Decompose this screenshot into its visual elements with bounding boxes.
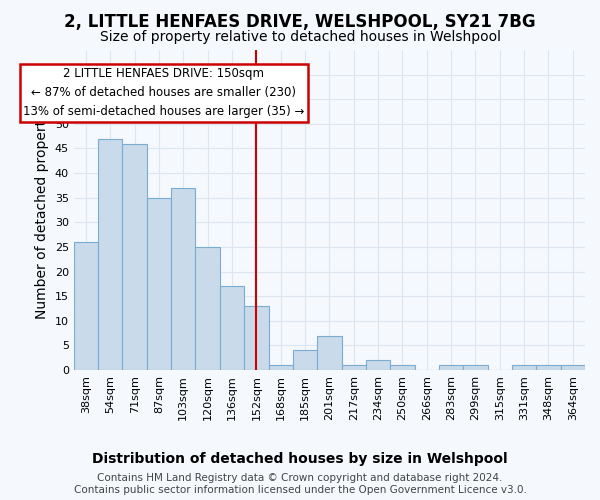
Bar [98, 138, 122, 370]
Bar [171, 188, 196, 370]
Bar [293, 350, 317, 370]
Bar [390, 365, 415, 370]
Bar [439, 365, 463, 370]
Bar [269, 365, 293, 370]
Y-axis label: Number of detached properties: Number of detached properties [35, 100, 49, 320]
Text: Distribution of detached houses by size in Welshpool: Distribution of detached houses by size … [92, 452, 508, 466]
Bar [122, 144, 147, 370]
Text: 2, LITTLE HENFAES DRIVE, WELSHPOOL, SY21 7BG: 2, LITTLE HENFAES DRIVE, WELSHPOOL, SY21… [64, 12, 536, 30]
Bar [147, 198, 171, 370]
Bar [244, 306, 269, 370]
Bar [536, 365, 560, 370]
Bar [317, 336, 341, 370]
Bar [463, 365, 488, 370]
Bar [560, 365, 585, 370]
Bar [220, 286, 244, 370]
Bar [366, 360, 390, 370]
Bar [512, 365, 536, 370]
Bar [341, 365, 366, 370]
Text: 2 LITTLE HENFAES DRIVE: 150sqm
← 87% of detached houses are smaller (230)
13% of: 2 LITTLE HENFAES DRIVE: 150sqm ← 87% of … [23, 67, 305, 118]
Text: Contains HM Land Registry data © Crown copyright and database right 2024.
Contai: Contains HM Land Registry data © Crown c… [74, 474, 526, 495]
Text: Size of property relative to detached houses in Welshpool: Size of property relative to detached ho… [100, 30, 500, 44]
Bar [74, 242, 98, 370]
Bar [196, 247, 220, 370]
